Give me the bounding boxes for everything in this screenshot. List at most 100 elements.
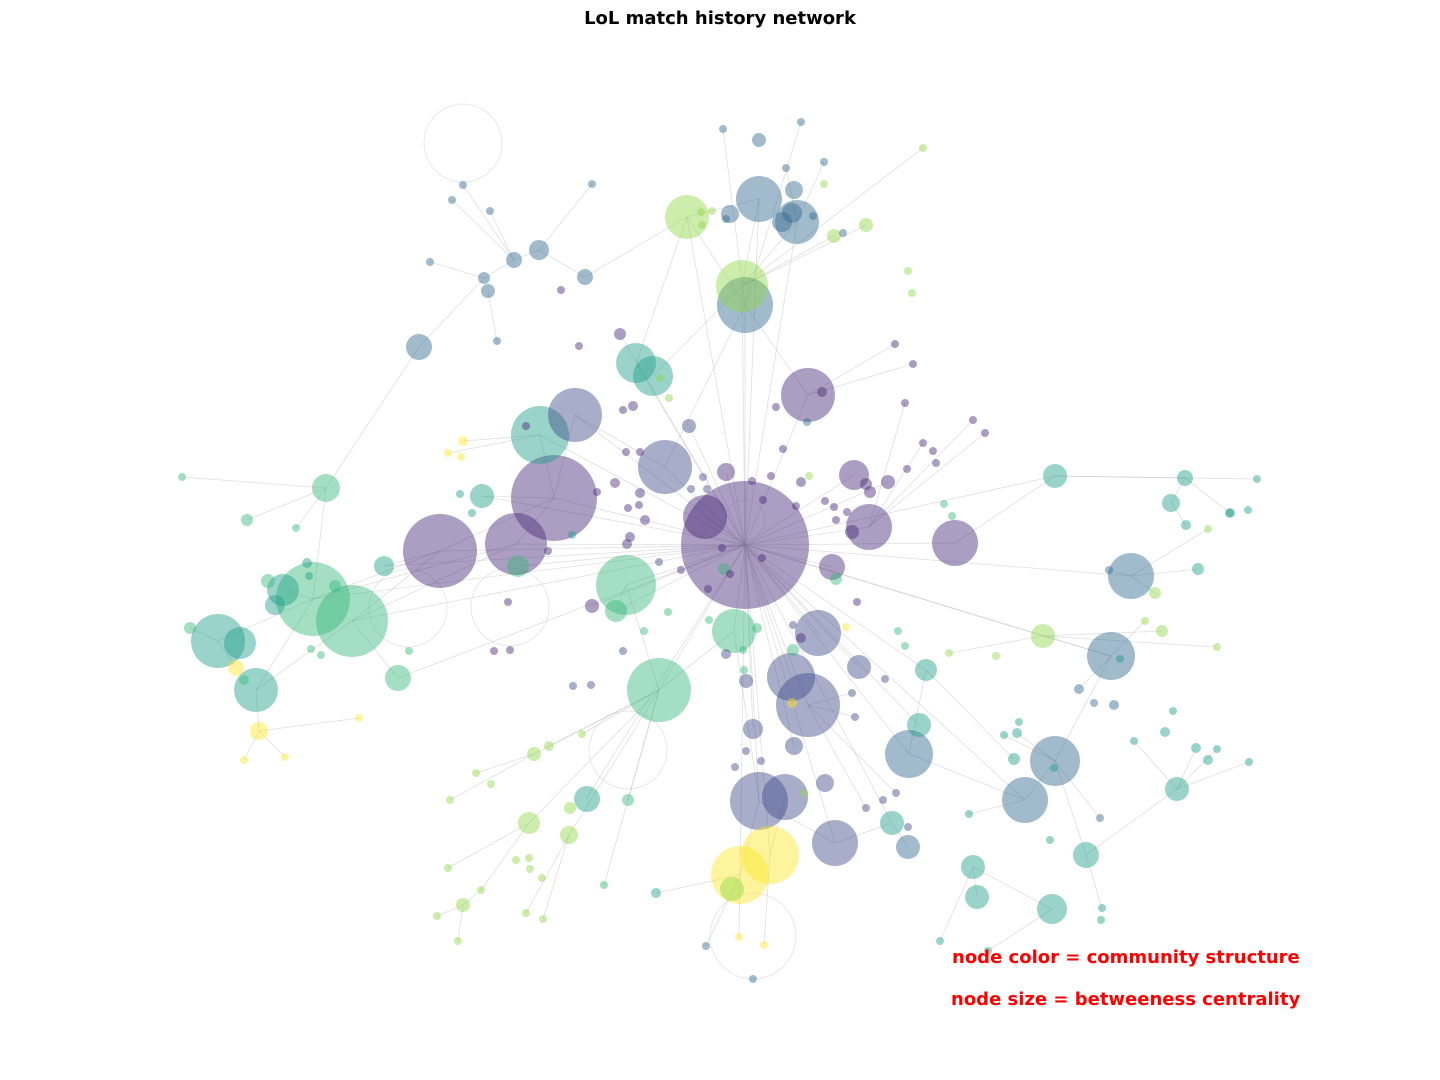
graph-node <box>851 713 859 721</box>
graph-edge <box>480 822 530 891</box>
graph-node <box>792 502 800 510</box>
graph-edge <box>1110 620 1146 657</box>
graph-edge <box>925 669 1015 760</box>
graph-node <box>915 659 937 681</box>
graph-edge <box>312 544 746 600</box>
graph-edge <box>655 874 741 894</box>
graph-edge <box>705 874 741 947</box>
graph-node <box>1244 506 1252 514</box>
graph-edge <box>295 487 327 529</box>
graph-node <box>730 772 788 830</box>
graph-edge <box>744 544 1132 577</box>
graph-edge <box>217 640 237 669</box>
graph-edge <box>584 216 688 278</box>
graph-node <box>903 465 911 473</box>
graph-node <box>292 524 300 532</box>
graph-edge <box>744 544 1026 801</box>
graph-node <box>1008 753 1020 765</box>
graph-edge <box>664 304 746 468</box>
graph-node <box>587 681 595 689</box>
graph-node <box>265 595 285 615</box>
graph-edge <box>744 544 860 668</box>
graph-edge <box>513 249 540 261</box>
graph-node <box>178 473 186 481</box>
node-layer <box>178 118 1261 983</box>
graph-node <box>904 823 912 831</box>
graph-edge <box>744 304 809 396</box>
graph-node <box>456 898 470 912</box>
graph-edge <box>741 235 835 287</box>
graph-node <box>702 942 710 950</box>
graph-node <box>664 608 672 616</box>
graph-node <box>984 947 992 955</box>
graph-edge <box>807 704 897 794</box>
graph-node <box>948 512 956 520</box>
graph-node <box>234 668 278 712</box>
graph-edge <box>868 419 974 528</box>
graph-node <box>454 937 462 945</box>
graph-node <box>708 207 716 215</box>
graph-node <box>805 472 813 480</box>
graph-node <box>896 835 920 859</box>
graph-edge <box>1184 477 1231 514</box>
graph-node <box>803 418 811 426</box>
graph-edge <box>429 261 485 279</box>
graph-node <box>544 741 554 751</box>
graph-edge <box>652 285 743 377</box>
graph-node <box>776 673 840 737</box>
self-loop-layer <box>368 103 797 980</box>
graph-node <box>1191 743 1201 753</box>
self-loop-edge <box>368 568 448 648</box>
graph-edge <box>462 184 515 261</box>
graph-node <box>518 812 540 834</box>
graph-edge <box>542 834 570 920</box>
graph-node <box>742 747 750 755</box>
graph-node <box>795 610 841 656</box>
graph-node <box>228 660 244 676</box>
graph-node <box>506 252 522 268</box>
graph-node <box>859 218 873 232</box>
graph-edge <box>741 221 798 287</box>
graph-node <box>787 698 797 708</box>
self-loop-edge <box>588 710 668 790</box>
graph-node <box>665 394 673 402</box>
graph-node <box>965 810 973 818</box>
graph-edge <box>351 620 399 679</box>
graph-edge <box>1024 760 1056 801</box>
graph-node <box>622 794 634 806</box>
graph-node <box>797 118 805 126</box>
graph-node <box>610 478 620 488</box>
graph-node <box>622 448 630 456</box>
graph-node <box>821 497 829 505</box>
graph-node <box>1116 655 1124 663</box>
graph-edge <box>539 434 555 499</box>
graph-edge <box>1078 655 1112 690</box>
chart-title: LoL match history network <box>584 8 856 29</box>
graph-node <box>281 753 289 761</box>
graph-node <box>827 229 841 243</box>
graph-edge <box>481 495 746 546</box>
graph-node <box>772 403 780 411</box>
graph-edge <box>1003 734 1056 762</box>
graph-edge <box>1054 760 1087 856</box>
graph-node <box>240 756 248 764</box>
graph-edge <box>738 874 741 938</box>
graph-edge <box>585 544 746 800</box>
graph-edge <box>1042 635 1112 657</box>
graph-node <box>1031 624 1055 648</box>
graph-node <box>932 459 940 467</box>
graph-node <box>470 484 494 508</box>
graph-edge <box>635 216 688 364</box>
graph-edge <box>744 544 893 824</box>
graph-edge <box>312 487 327 600</box>
graph-node <box>1192 563 1204 575</box>
graph-edge <box>439 497 555 552</box>
graph-edge <box>725 471 746 546</box>
graph-edge <box>538 249 586 278</box>
graph-edge <box>1176 747 1197 790</box>
graph-node <box>478 272 490 284</box>
graph-edge <box>1170 502 1187 526</box>
graph-edge <box>591 544 746 607</box>
graph-edge <box>807 343 896 396</box>
graph-node <box>527 747 541 761</box>
